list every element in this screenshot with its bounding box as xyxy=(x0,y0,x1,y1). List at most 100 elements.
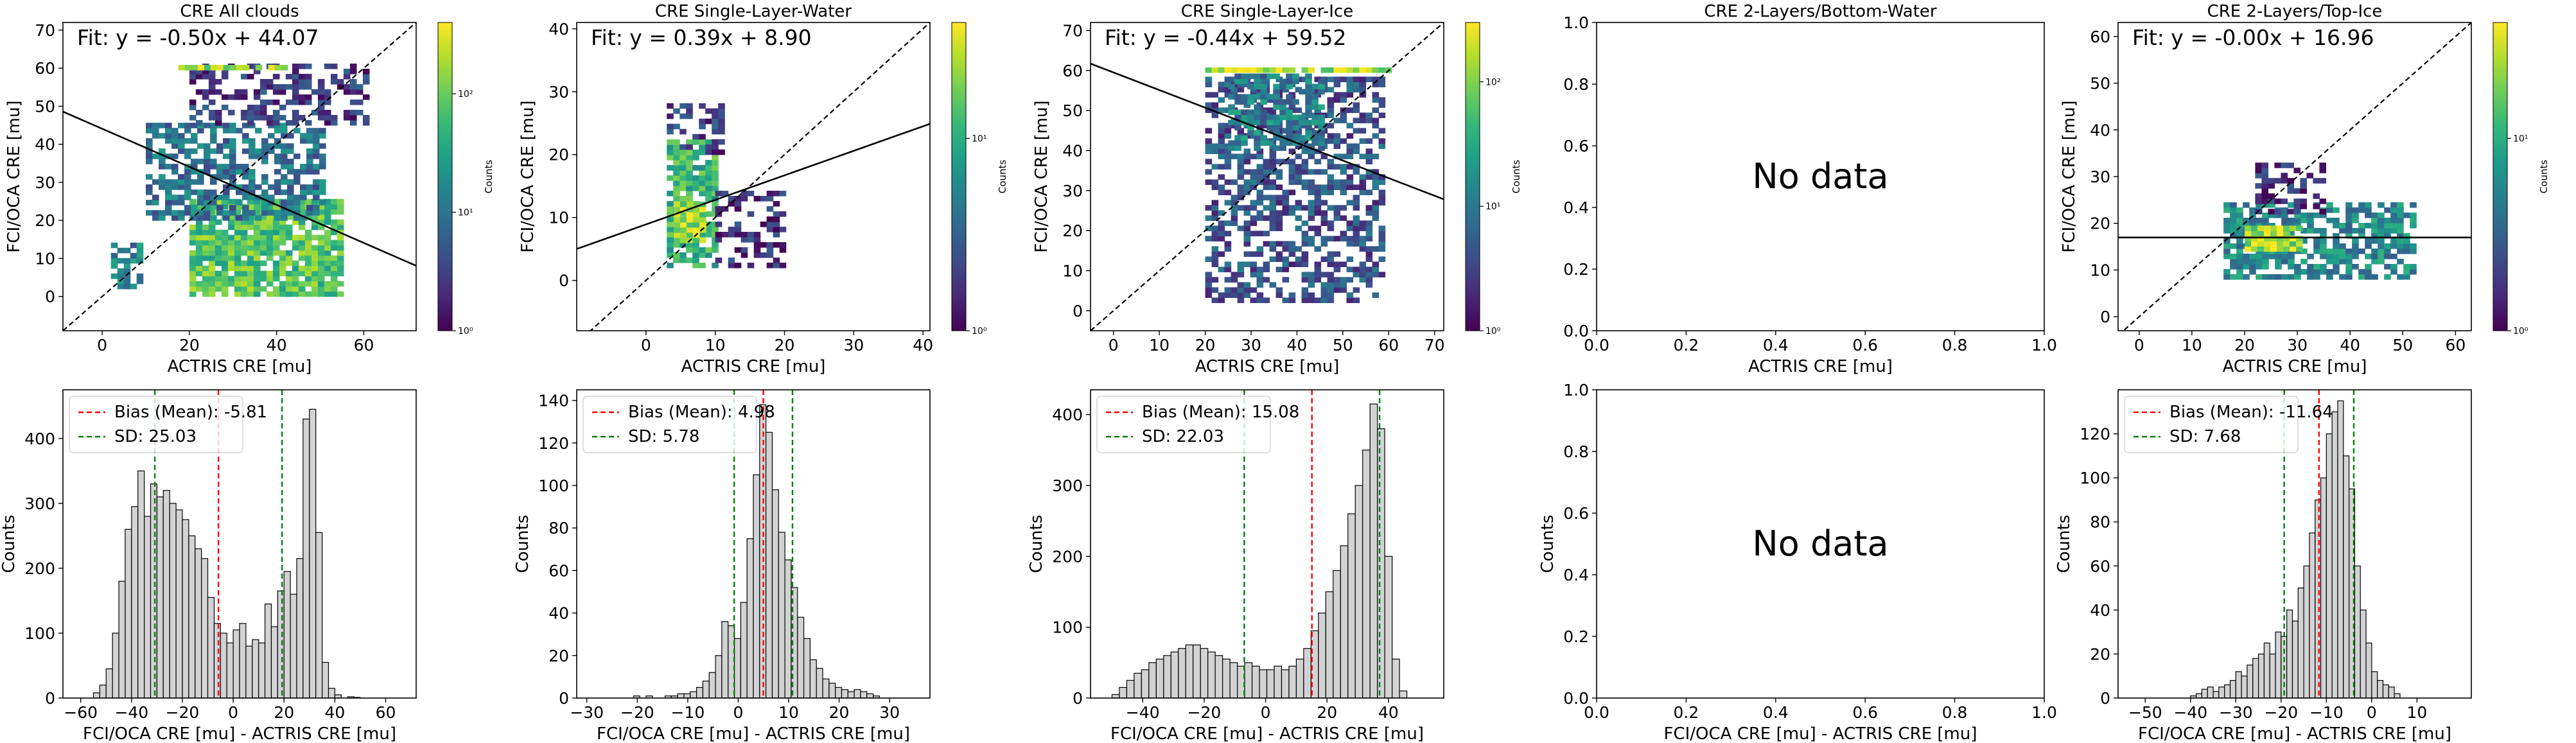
heatmap-cell xyxy=(216,210,223,216)
heatmap-cell xyxy=(1346,82,1354,87)
histogram-bar xyxy=(315,532,323,698)
heatmap-cell xyxy=(223,189,230,195)
heatmap-cell xyxy=(317,240,325,246)
heatmap-cell xyxy=(1299,140,1306,146)
heatmap-cell xyxy=(2236,223,2243,229)
heatmap-cell xyxy=(221,69,229,74)
heatmap-cell xyxy=(1224,123,1232,128)
y-tick-label: 0.8 xyxy=(1563,75,1589,94)
heatmap-cell xyxy=(2243,259,2250,265)
heatmap-cell xyxy=(1353,220,1360,226)
heatmap-cell xyxy=(249,179,256,185)
heatmap-cell xyxy=(1340,277,1347,283)
heatmap-cell xyxy=(249,143,256,149)
heatmap-cell xyxy=(2313,243,2320,249)
heatmap-cell xyxy=(165,138,172,144)
heatmap-cell xyxy=(294,153,301,159)
heatmap-cell xyxy=(281,174,288,180)
heatmap-cell xyxy=(2275,254,2282,259)
heatmap-cell xyxy=(1327,272,1335,277)
heatmap-cell xyxy=(667,165,674,171)
heatmap-cell xyxy=(2384,243,2391,249)
heatmap-cell xyxy=(1243,169,1251,175)
heatmap-cell xyxy=(712,247,719,253)
heatmap-cell xyxy=(253,219,261,225)
heatmap-cell xyxy=(1346,179,1354,185)
heatmap-cell xyxy=(2371,238,2378,244)
heatmap-cell xyxy=(171,200,179,205)
heatmap-cell xyxy=(189,281,197,287)
y-axis-label: FCI/OCA CRE [mu] xyxy=(1032,100,1051,252)
heatmap-cell xyxy=(1320,189,1328,195)
heatmap-cell xyxy=(2326,269,2333,275)
x-tick-label: 60 xyxy=(354,336,374,354)
heatmap-cell xyxy=(1286,78,1293,85)
heatmap-cell xyxy=(2390,269,2397,275)
fit-label: Fit: y = -0.00x + 16.96 xyxy=(2132,25,2374,50)
histogram-bar xyxy=(2394,693,2401,698)
heatmap-cell xyxy=(189,224,197,231)
heatmap-cell xyxy=(699,175,706,181)
heatmap-cell xyxy=(1282,246,1290,252)
heatmap-cell xyxy=(261,138,268,144)
histogram-bar xyxy=(715,655,723,698)
x-tick-label: 20 xyxy=(274,703,294,722)
heatmap-cell xyxy=(317,250,325,256)
histogram-bar xyxy=(740,602,748,698)
x-tick-label: 10 xyxy=(705,336,726,354)
histogram-bar xyxy=(2241,676,2248,698)
heatmap-cell xyxy=(2319,198,2327,204)
legend xyxy=(583,396,757,453)
heatmap-cell xyxy=(279,260,286,267)
heatmap-cell xyxy=(1365,220,1373,226)
heatmap-cell xyxy=(215,260,222,267)
heatmap-cell xyxy=(1346,241,1354,247)
heatmap-cell xyxy=(1372,123,1380,128)
heatmap-cell xyxy=(204,153,211,159)
heatmap-cell xyxy=(1243,189,1251,195)
heatmap-cell xyxy=(1320,287,1328,293)
heatmap-cell xyxy=(712,242,719,248)
heatmap-cell xyxy=(1256,87,1264,92)
histogram-bar xyxy=(645,695,653,698)
heatmap-cell xyxy=(2274,162,2282,168)
heatmap-cell xyxy=(266,204,274,210)
y-tick-label: 100 xyxy=(538,476,569,495)
heatmap-cell xyxy=(1299,114,1306,121)
histogram-bar xyxy=(2326,433,2333,698)
heatmap-cell xyxy=(1365,153,1373,159)
y-tick-label: 60 xyxy=(1062,62,1083,80)
heatmap-cell xyxy=(313,184,320,190)
heatmap-cell xyxy=(117,258,125,264)
heatmap-cell xyxy=(2261,183,2269,189)
heatmap-cell xyxy=(146,143,153,149)
heatmap-cell xyxy=(1295,107,1302,113)
heatmap-cell xyxy=(210,128,217,134)
x-tick-label: 0.4 xyxy=(1763,336,1789,354)
heatmap-cell xyxy=(1205,205,1213,211)
heatmap-cell xyxy=(760,222,767,227)
heatmap-cell xyxy=(189,100,197,105)
heatmap-cell xyxy=(330,275,338,282)
y-tick-label: 20 xyxy=(35,211,55,230)
heatmap-cell xyxy=(159,184,166,190)
histogram-bar xyxy=(1295,658,1304,698)
heatmap-cell xyxy=(673,186,680,191)
heatmap-cell xyxy=(686,232,694,238)
heatmap-cell xyxy=(202,291,209,297)
heatmap-cell xyxy=(330,245,338,251)
heatmap-cell xyxy=(779,247,787,253)
heatmap-cell xyxy=(337,240,344,246)
heatmap-cell xyxy=(1314,246,1322,252)
heatmap-cell xyxy=(337,281,344,287)
x-tick-label: 1.0 xyxy=(2031,336,2057,354)
heatmap-cell xyxy=(304,281,312,287)
heatmap-cell xyxy=(679,165,687,171)
heatmap-cell xyxy=(259,260,267,267)
heatmap-cell xyxy=(1224,189,1232,195)
heatmap-cell xyxy=(208,245,216,251)
heatmap-cell xyxy=(191,164,198,170)
heatmap-cell xyxy=(1333,179,1341,185)
histogram-bar xyxy=(1340,545,1349,698)
heatmap-cell xyxy=(1256,282,1264,288)
